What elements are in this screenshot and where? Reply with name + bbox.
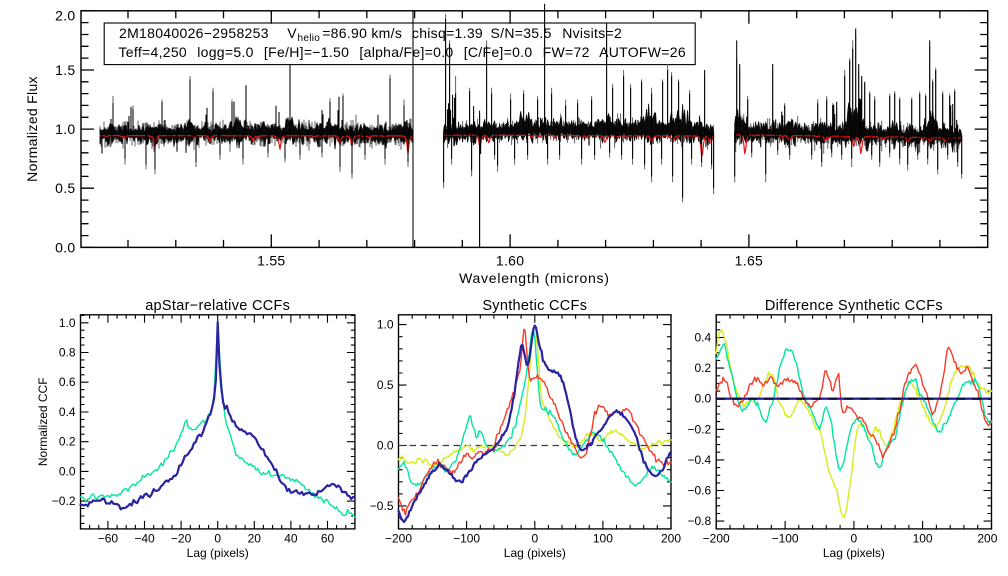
svg-text:−200: −200 bbox=[385, 532, 412, 546]
svg-text:Lag (pixels): Lag (pixels) bbox=[823, 546, 885, 560]
svg-text:20: 20 bbox=[248, 532, 262, 546]
svg-text:−0.2: −0.2 bbox=[52, 494, 76, 508]
svg-text:1.60: 1.60 bbox=[496, 252, 524, 268]
svg-text:0.0: 0.0 bbox=[55, 239, 75, 255]
svg-text:0.0: 0.0 bbox=[377, 439, 394, 453]
svg-text:60: 60 bbox=[321, 532, 335, 546]
svg-text:−200: −200 bbox=[703, 532, 730, 546]
svg-text:100: 100 bbox=[913, 532, 933, 546]
svg-text:Normalized Flux: Normalized Flux bbox=[24, 76, 40, 182]
svg-text:apStar−relative CCFs: apStar−relative CCFs bbox=[145, 298, 290, 314]
svg-text:0.5: 0.5 bbox=[377, 378, 394, 392]
svg-text:200: 200 bbox=[977, 532, 997, 546]
svg-text:1.0: 1.0 bbox=[59, 316, 76, 330]
svg-text:0.4: 0.4 bbox=[695, 331, 712, 345]
svg-text:0.0: 0.0 bbox=[695, 392, 712, 406]
svg-text:0: 0 bbox=[531, 532, 538, 546]
svg-text:40: 40 bbox=[284, 532, 298, 546]
svg-text:Lag (pixels): Lag (pixels) bbox=[187, 546, 249, 560]
svg-text:Difference Synthetic CCFs: Difference Synthetic CCFs bbox=[765, 298, 943, 314]
svg-text:200: 200 bbox=[661, 532, 681, 546]
svg-text:−0.4: −0.4 bbox=[687, 453, 711, 467]
svg-text:0.0: 0.0 bbox=[59, 464, 76, 478]
svg-text:−0.2: −0.2 bbox=[687, 422, 711, 436]
svg-text:0.2: 0.2 bbox=[695, 361, 712, 375]
svg-text:0.2: 0.2 bbox=[59, 435, 76, 449]
svg-text:0.6: 0.6 bbox=[59, 375, 76, 389]
svg-text:0.8: 0.8 bbox=[59, 346, 76, 360]
svg-text:−0.8: −0.8 bbox=[687, 514, 711, 528]
svg-text:0.5: 0.5 bbox=[55, 180, 75, 196]
svg-text:0.4: 0.4 bbox=[59, 405, 76, 419]
svg-text:−60: −60 bbox=[98, 532, 119, 546]
svg-text:2.0: 2.0 bbox=[55, 7, 75, 23]
svg-text:1.0: 1.0 bbox=[377, 318, 394, 332]
svg-text:1.65: 1.65 bbox=[735, 252, 763, 268]
svg-text:−100: −100 bbox=[772, 532, 799, 546]
svg-text:Wavelength (microns): Wavelength (microns) bbox=[459, 270, 610, 286]
svg-text:−40: −40 bbox=[134, 532, 155, 546]
svg-text:1.55: 1.55 bbox=[257, 252, 285, 268]
svg-text:1.5: 1.5 bbox=[55, 62, 75, 78]
svg-text:1.0: 1.0 bbox=[55, 121, 75, 137]
svg-text:−0.5: −0.5 bbox=[370, 499, 394, 513]
svg-text:−100: −100 bbox=[453, 532, 480, 546]
svg-text:0: 0 bbox=[851, 532, 858, 546]
svg-text:Lag (pixels): Lag (pixels) bbox=[504, 546, 566, 560]
svg-text:−0.6: −0.6 bbox=[687, 484, 711, 498]
svg-text:Synthetic CCFs: Synthetic CCFs bbox=[482, 298, 587, 314]
svg-text:Teff=4,250 logg=5.0 [Fe/H]=−1.: Teff=4,250 logg=5.0 [Fe/H]=−1.50 [alpha/… bbox=[119, 44, 686, 60]
svg-text:−20: −20 bbox=[171, 532, 192, 546]
svg-text:100: 100 bbox=[593, 532, 613, 546]
svg-text:Normalized CCF: Normalized CCF bbox=[36, 377, 50, 466]
svg-text:0: 0 bbox=[214, 532, 221, 546]
